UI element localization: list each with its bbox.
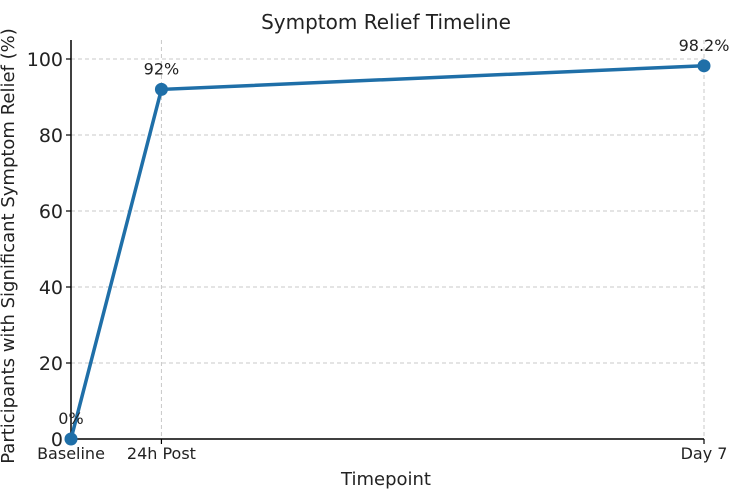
x-axis-label: Timepoint — [340, 469, 431, 490]
data-label: 0% — [58, 409, 83, 428]
x-tick-labels: Baseline 24h Post Day 7 — [37, 444, 727, 463]
series-line — [69, 64, 705, 440]
x-tick-label: Baseline — [37, 444, 105, 463]
y-tick-label: 20 — [39, 353, 63, 375]
data-point — [154, 82, 168, 96]
y-tick-labels: 0 20 40 60 80 100 — [27, 49, 63, 451]
y-tick-label: 80 — [39, 125, 63, 147]
data-labels: 0% 92% 98.2% — [58, 36, 729, 428]
data-label: 92% — [144, 59, 180, 78]
y-tick-label: 100 — [27, 49, 63, 71]
y-tick-label: 0 — [51, 429, 63, 451]
y-axis-label: Participants with Significant Symptom Re… — [0, 28, 19, 464]
x-tick-label: 24h Post — [127, 444, 196, 463]
data-point — [697, 59, 711, 73]
series — [64, 59, 711, 446]
chart-title: Symptom Relief Timeline — [261, 10, 511, 34]
data-label: 98.2% — [679, 36, 729, 55]
y-tick-label: 60 — [39, 201, 63, 223]
x-tick-label: Day 7 — [681, 444, 728, 463]
data-point — [64, 432, 78, 446]
grid — [71, 40, 705, 439]
y-tick-label: 40 — [39, 277, 63, 299]
